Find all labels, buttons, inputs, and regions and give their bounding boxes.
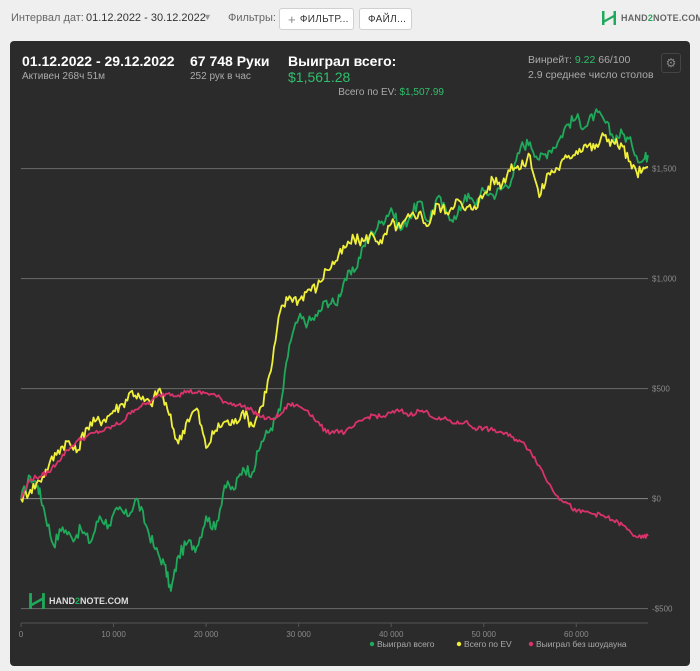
x-tick-label: 60 000 [564, 630, 589, 639]
h-logo-icon [602, 11, 616, 25]
x-tick-label: 0 [19, 630, 24, 639]
y-tick-label: -$500 [652, 605, 673, 614]
plus-icon: + [288, 11, 296, 27]
legend-marker [369, 641, 375, 647]
y-tick-label: $1,500 [652, 165, 677, 174]
filter-button-label: ФИЛЬТР... [299, 13, 349, 25]
legend-marker [456, 641, 462, 647]
top-toolbar: Интервал дат: 01.12.2022 - 30.12.2022 ▼ … [0, 0, 700, 40]
x-tick-label: 20 000 [194, 630, 219, 639]
y-tick-label: $500 [652, 385, 670, 394]
ev-value: $1,507.99 [399, 87, 445, 98]
filters-label: Фильтры: [228, 12, 276, 24]
legend-label: Выиграл всего [377, 639, 435, 649]
ev-total: Всего по EV: $1,507.99 [338, 87, 445, 98]
settings-gear-icon[interactable]: ⚙ [661, 53, 681, 73]
axis-layer: -$500 $0 $500 $1,000 $1,500 0 10 000 20 000 30 0… [19, 165, 677, 639]
watermark-logo: HAND2NOTE.COM [28, 592, 129, 610]
date-range-text: 01.12.2022 - 29.12.2022 [22, 53, 175, 69]
date-range-select[interactable]: 01.12.2022 - 30.12.2022 [86, 12, 206, 24]
graph-panel: 01.12.2022 - 29.12.2022 Активен 268ч 51м… [10, 41, 690, 666]
stat-won: Выиграл всего: $1,561.28 Всего по EV: $1… [288, 53, 448, 98]
series-layer [20, 108, 649, 592]
stat-hands: 67 748 Руки 252 рук в час [190, 53, 269, 82]
stat-range: 01.12.2022 - 29.12.2022 Активен 268ч 51м [22, 53, 175, 82]
legend-marker [528, 641, 534, 647]
legend-label: Выиграл без шоудауна [536, 639, 627, 649]
legend-layer: Выиграл всего Всего по EV Выиграл без шоуд… [369, 639, 627, 649]
y-tick-label: $1,000 [652, 275, 677, 284]
avg-tables: 2.9 среднее число столов [528, 69, 654, 81]
winrate: Винрейт: 9.22 66/100 [528, 54, 631, 66]
won-value: $1,561.28 [288, 69, 351, 85]
file-button[interactable]: ФАЙЛ... [359, 8, 412, 30]
chevron-down-icon[interactable]: ▼ [203, 12, 212, 22]
logo-text: HAND2NOTE.COM [621, 13, 700, 23]
x-tick-label: 30 000 [286, 630, 311, 639]
h-logo-icon [29, 593, 45, 609]
filter-button[interactable]: + ФИЛЬТР... [279, 8, 354, 30]
interval-label: Интервал дат: [11, 12, 84, 24]
y-tick-label: $0 [652, 495, 661, 504]
bankroll-chart: -$500 $0 $500 $1,000 $1,500 0 10 000 20 000 30 0… [19, 108, 677, 649]
series-line-2 [20, 388, 649, 540]
hand2note-logo: HAND2NOTE.COM [601, 10, 700, 26]
x-tick-label: 10 000 [101, 630, 126, 639]
series-line-1 [20, 132, 649, 503]
legend-label: Всего по EV [464, 639, 512, 649]
grid-layer [21, 168, 648, 610]
file-button-label: ФАЙЛ... [368, 13, 407, 25]
active-time: Активен 268ч 51м [22, 71, 106, 82]
x-tick-label: 50 000 [472, 630, 497, 639]
series-line-0 [20, 108, 649, 592]
watermark-text: HAND2NOTE.COM [49, 596, 129, 606]
x-tick-label: 40 000 [379, 630, 404, 639]
stat-winrate: Винрейт: 9.22 66/100 2.9 среднее число с… [528, 54, 654, 81]
won-total: Выиграл всего: $1,561.28 [288, 53, 397, 85]
hands-per-hour: 252 рук в час [190, 71, 251, 82]
hands-count: 67 748 Руки [190, 53, 270, 69]
winrate-value: 9.22 [574, 54, 596, 66]
